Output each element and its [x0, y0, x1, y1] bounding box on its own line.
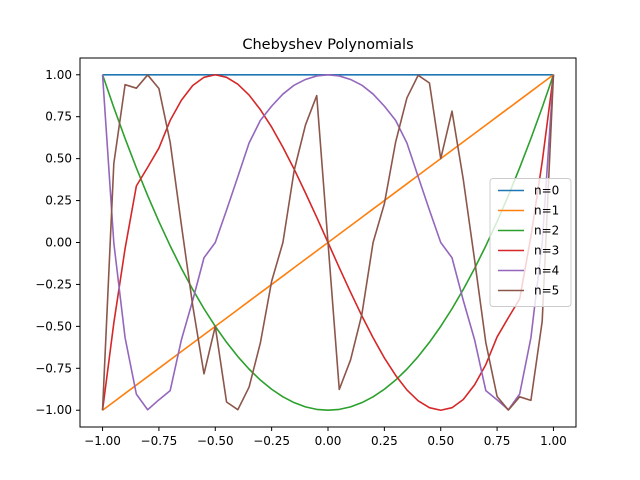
x-tick-label: 1.00 — [540, 434, 567, 448]
legend-label-n-5: n=5 — [534, 284, 559, 298]
legend-label-n-3: n=3 — [534, 244, 559, 258]
y-tick-label: −1.00 — [35, 403, 72, 417]
x-tick-label: −0.25 — [253, 434, 290, 448]
x-tick-label: 0.25 — [371, 434, 398, 448]
y-axis: −1.00 −0.75 −0.50 −0.25 0.00 0.25 0.50 0.75 1.00 — [35, 68, 80, 417]
series-layer — [101, 73, 555, 412]
series-line-n-2 — [101, 74, 555, 412]
y-tick-label: 0.75 — [45, 110, 72, 124]
legend: n=0 n=1 n=2 n=3 n=4 n=5 — [489, 178, 572, 307]
y-tick-label: −0.75 — [35, 361, 72, 375]
x-tick-label: 0.50 — [427, 434, 454, 448]
x-tick-label: −1.00 — [84, 434, 121, 448]
legend-label-n-2: n=2 — [534, 224, 559, 238]
chart-title: Chebyshev Polynomials — [242, 37, 413, 53]
x-tick-label: 0.00 — [315, 434, 342, 448]
series-line-n-4 — [101, 73, 555, 411]
y-tick-label: −0.50 — [35, 319, 72, 333]
x-tick-label: −0.75 — [141, 434, 178, 448]
y-tick-label: −0.25 — [35, 277, 72, 291]
plot-frame — [79, 57, 577, 428]
legend-label-n-4: n=4 — [534, 264, 559, 278]
y-tick-label: 1.00 — [45, 68, 72, 82]
y-tick-label: 0.00 — [45, 236, 72, 250]
y-tick-label: 0.25 — [45, 194, 72, 208]
x-tick-label: −0.50 — [197, 434, 234, 448]
series-line-n-5 — [101, 74, 555, 411]
legend-label-n-1: n=1 — [534, 204, 559, 218]
legend-label-n-0: n=0 — [534, 184, 559, 198]
x-axis: −1.00 −0.75 −0.50 −0.25 0.00 0.25 0.50 0.75 1.00 — [84, 427, 567, 448]
x-tick-label: 0.75 — [484, 434, 511, 448]
y-tick-label: 0.50 — [45, 152, 72, 166]
